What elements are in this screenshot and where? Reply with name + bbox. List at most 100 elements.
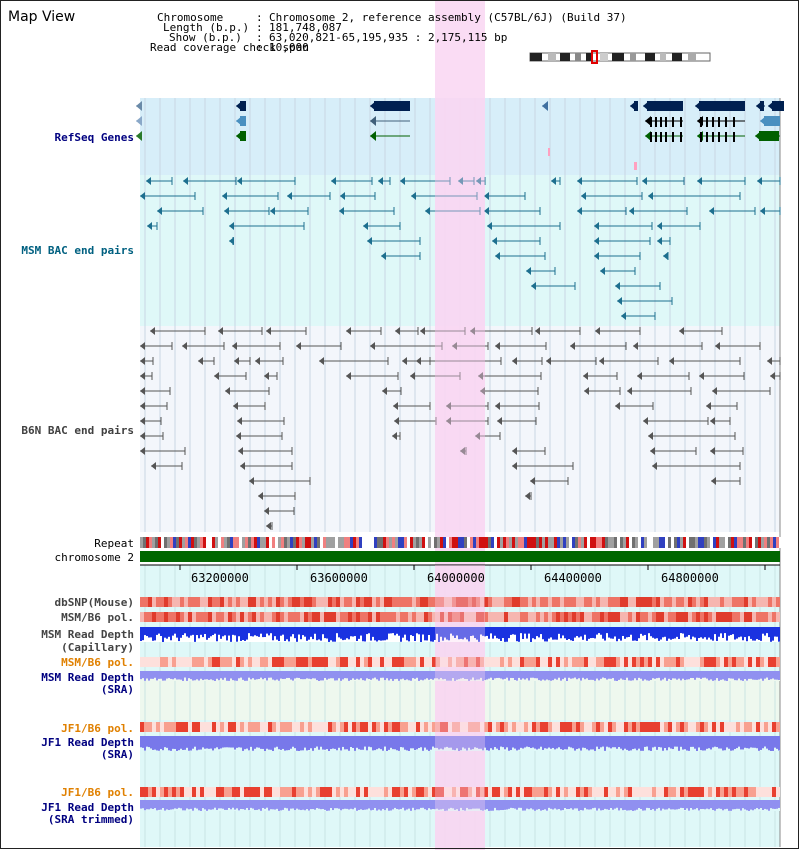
bac-end-marker bbox=[495, 402, 500, 410]
polymorphism-cell bbox=[724, 722, 728, 732]
polymorphism-cell bbox=[212, 787, 216, 797]
polymorphism-cell bbox=[224, 722, 228, 732]
bac-end-marker bbox=[697, 177, 702, 185]
polymorphism-cell bbox=[644, 597, 648, 607]
read-depth-bar bbox=[766, 800, 768, 810]
read-depth-bar bbox=[768, 627, 770, 638]
bac-end-marker bbox=[669, 357, 674, 365]
read-depth-bar bbox=[280, 671, 282, 679]
polymorphism-cell bbox=[220, 657, 224, 667]
polymorphism-cell bbox=[428, 787, 432, 797]
read-depth-bar bbox=[164, 736, 166, 748]
read-depth-bar bbox=[144, 627, 146, 636]
read-depth-bar bbox=[452, 800, 454, 809]
read-depth-bar bbox=[684, 671, 686, 681]
read-depth-bar bbox=[330, 736, 332, 750]
read-depth-bar bbox=[668, 736, 670, 748]
read-depth-bar bbox=[720, 671, 722, 680]
read-depth-bar bbox=[416, 627, 418, 634]
read-depth-bar bbox=[648, 627, 650, 634]
read-depth-bar bbox=[574, 736, 576, 751]
read-depth-bar bbox=[474, 627, 476, 639]
polymorphism-cell bbox=[616, 787, 620, 797]
polymorphism-cell bbox=[160, 722, 164, 732]
read-depth-bar bbox=[422, 800, 424, 808]
repeat-segment bbox=[773, 537, 776, 548]
read-depth-bar bbox=[440, 800, 442, 810]
read-depth-bar bbox=[350, 627, 352, 637]
bac-end-marker bbox=[382, 387, 387, 395]
read-depth-bar bbox=[240, 800, 242, 809]
read-depth-bar bbox=[168, 627, 170, 637]
polymorphism-cell bbox=[408, 597, 412, 607]
polymorphism-cell bbox=[408, 787, 412, 797]
polymorphism-cell bbox=[316, 787, 320, 797]
read-depth-bar bbox=[222, 627, 224, 637]
bac-end-marker bbox=[600, 267, 605, 275]
read-depth-bar bbox=[604, 671, 606, 679]
polymorphism-cell bbox=[604, 612, 608, 622]
polymorphism-cell bbox=[468, 787, 472, 797]
gene-exon bbox=[240, 101, 246, 111]
polymorphism-cell bbox=[228, 787, 232, 797]
polymorphism-cell bbox=[268, 597, 272, 607]
polymorphism-cell bbox=[680, 612, 684, 622]
polymorphism-cell bbox=[548, 612, 552, 622]
polymorphism-cell bbox=[572, 597, 576, 607]
read-depth-bar bbox=[344, 671, 346, 679]
polymorphism-cell bbox=[188, 612, 192, 622]
read-depth-bar bbox=[404, 671, 406, 681]
polymorphism-cell bbox=[324, 612, 328, 622]
polymorphism-cell bbox=[252, 787, 256, 797]
read-depth-bar bbox=[302, 627, 304, 636]
polymorphism-cell bbox=[308, 657, 312, 667]
read-depth-bar bbox=[408, 627, 410, 642]
polymorphism-cell bbox=[276, 657, 280, 667]
repeat-segment bbox=[269, 537, 272, 548]
read-depth-bar bbox=[668, 800, 670, 809]
polymorphism-cell bbox=[392, 787, 396, 797]
read-depth-bar bbox=[412, 671, 414, 679]
read-depth-bar bbox=[692, 627, 694, 637]
bac-end-marker bbox=[495, 342, 500, 350]
read-depth-bar bbox=[356, 627, 358, 641]
read-depth-bar bbox=[752, 800, 754, 811]
repeat-segment bbox=[377, 537, 380, 548]
read-depth-bar bbox=[398, 736, 400, 751]
polymorphism-cell bbox=[516, 657, 520, 667]
gene-exon bbox=[764, 116, 780, 126]
read-depth-bar bbox=[680, 736, 682, 747]
read-depth-bar bbox=[740, 736, 742, 750]
read-depth-bar bbox=[406, 800, 408, 810]
polymorphism-cell bbox=[768, 597, 772, 607]
polymorphism-cell bbox=[336, 612, 340, 622]
repeat-segment bbox=[302, 537, 305, 548]
read-depth-bar bbox=[306, 736, 308, 751]
read-depth-bar bbox=[464, 736, 466, 749]
read-depth-bar bbox=[264, 627, 266, 638]
read-depth-bar bbox=[422, 627, 424, 635]
polymorphism-cell bbox=[516, 612, 520, 622]
polymorphism-cell bbox=[704, 657, 708, 667]
read-depth-bar bbox=[434, 627, 436, 640]
polymorphism-cell bbox=[688, 657, 692, 667]
read-depth-bar bbox=[326, 627, 328, 639]
read-depth-bar bbox=[512, 736, 514, 748]
read-depth-bar bbox=[298, 627, 300, 635]
read-depth-bar bbox=[546, 800, 548, 811]
read-depth-bar bbox=[636, 627, 638, 641]
polymorphism-cell bbox=[632, 787, 636, 797]
read-depth-bar bbox=[708, 627, 710, 638]
repeat-segment bbox=[407, 537, 410, 548]
read-depth-bar bbox=[192, 736, 194, 749]
polymorphism-cell bbox=[632, 612, 636, 622]
read-depth-bar bbox=[534, 627, 536, 640]
polymorphism-cell bbox=[340, 612, 344, 622]
repeat-segment bbox=[602, 537, 605, 548]
polymorphism-cell bbox=[556, 597, 560, 607]
gene-exon bbox=[712, 132, 714, 142]
read-depth-bar bbox=[372, 671, 374, 679]
read-depth-bar bbox=[170, 736, 172, 751]
read-depth-bar bbox=[540, 627, 542, 635]
